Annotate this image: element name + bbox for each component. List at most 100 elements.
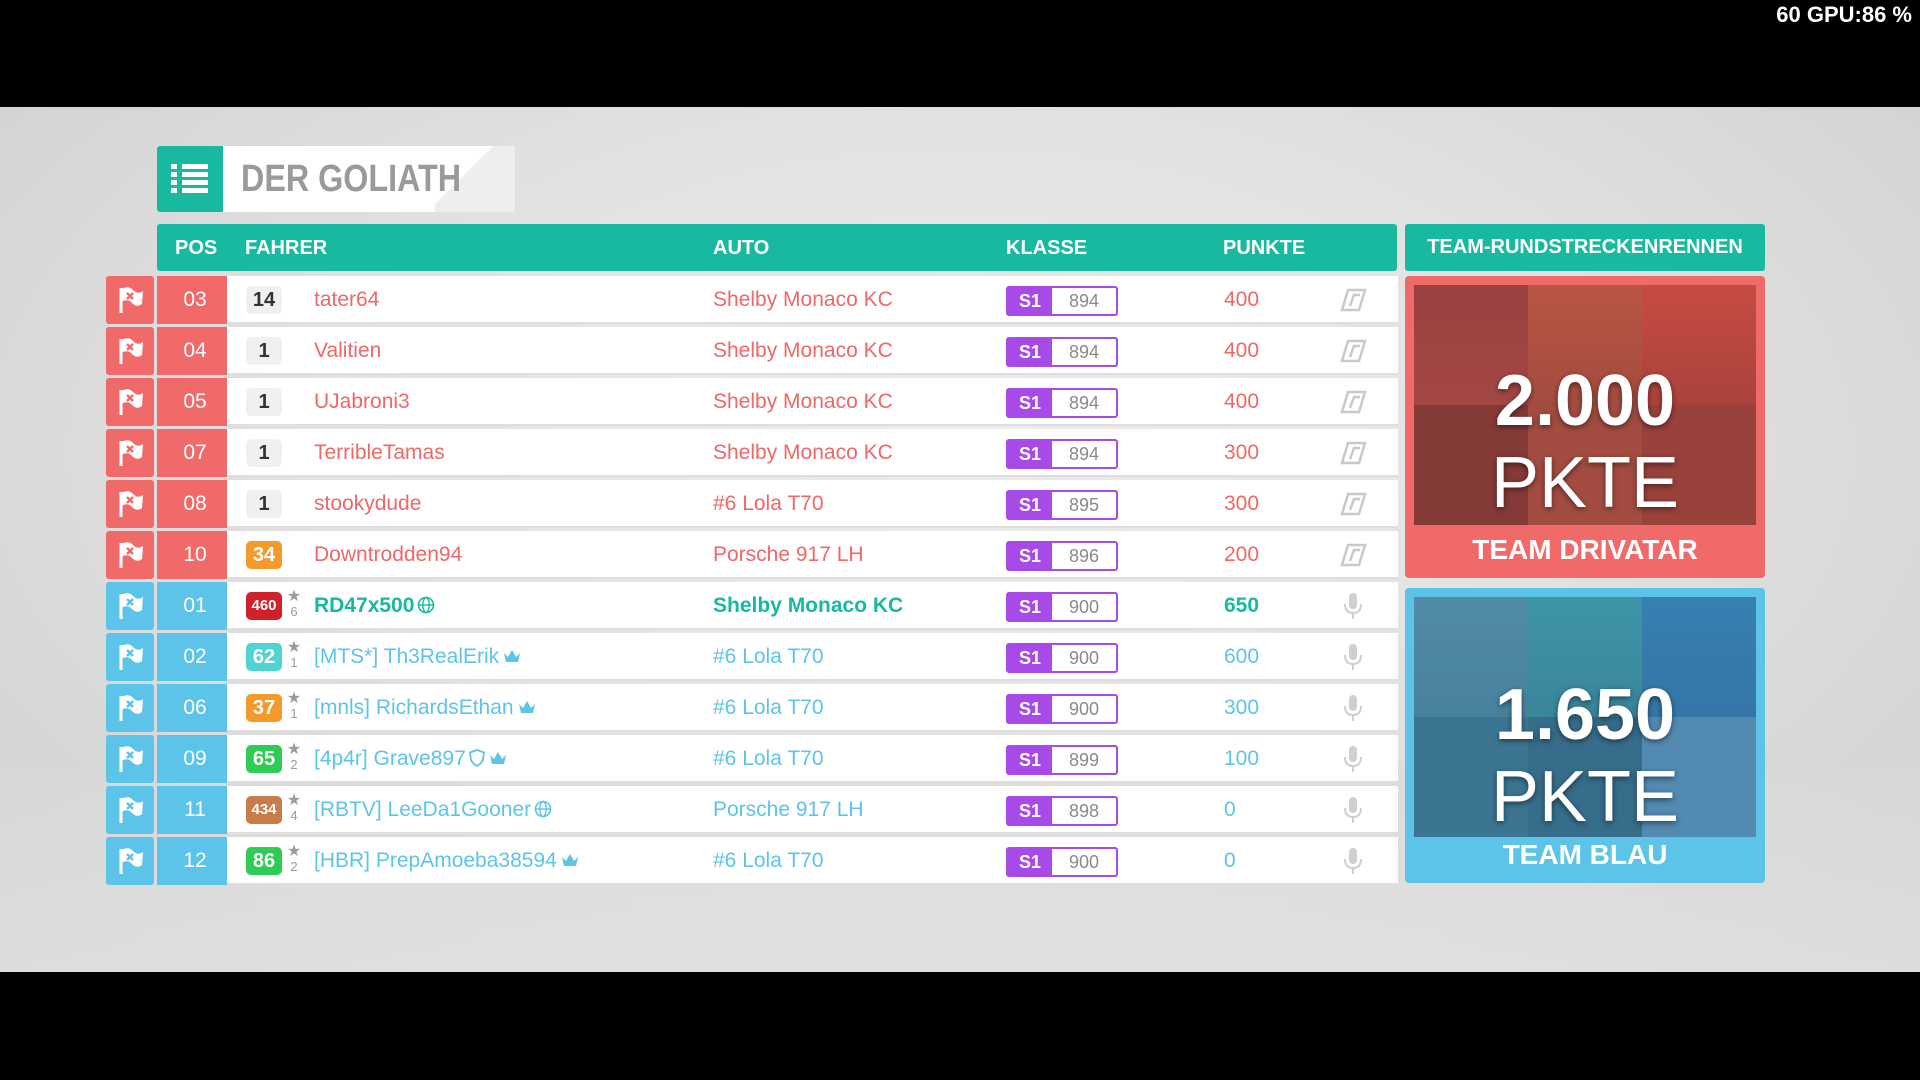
table-row[interactable]: 07 1 TerribleTamas Shelby Monaco KC S1 894 300 (106, 429, 1398, 477)
table-row[interactable]: 08 1 stookydude #6 Lola T70 S1 895 300 (106, 480, 1398, 528)
table-row[interactable]: 05 1 UJabroni3 Shelby Monaco KC S1 894 400 (106, 378, 1398, 426)
driver-name-text: TerribleTamas (314, 441, 445, 464)
driver-name[interactable]: [mnls] RichardsEthan (314, 696, 536, 720)
globe-icon (534, 800, 552, 818)
driver-name[interactable]: TerribleTamas (314, 441, 445, 465)
mic-icon[interactable] (1338, 796, 1368, 824)
driver-name-text: [HBR] PrepAmoeba38594 (314, 849, 557, 872)
table-row[interactable]: 01 460 ★ 6 RD47x500 Shelby Monaco KC S1 900 650 (106, 582, 1398, 630)
table-row[interactable]: 10 34 Downtrodden94 Porsche 917 LH S1 896 200 (106, 531, 1398, 579)
row-body (227, 480, 1398, 528)
driver-name-text: [4p4r] Grave897 (314, 747, 466, 770)
driver-name[interactable]: tater64 (314, 288, 379, 312)
table-row[interactable]: 03 14 tater64 Shelby Monaco KC S1 894 400 (106, 276, 1398, 324)
position-cell: 11 (157, 786, 233, 834)
position-cell: 12 (157, 837, 233, 885)
row-body (227, 327, 1398, 375)
team-drivatar-name: TEAM DRIVATAR (1472, 534, 1698, 565)
class-letter: S1 (1008, 492, 1052, 518)
class-rating: 899 (1068, 750, 1100, 770)
class-badge: S1 899 (1006, 745, 1118, 775)
class-rating: 900 (1068, 699, 1100, 719)
points-value: 0 (1224, 849, 1236, 872)
star-icon: ★ 1 (286, 639, 302, 671)
points-value: 100 (1224, 747, 1260, 770)
class-rating: 900 (1068, 852, 1100, 872)
driver-name[interactable]: [MTS*] Th3RealErik (314, 645, 521, 669)
star-icon: ★ 2 (286, 843, 302, 875)
table-row[interactable]: 04 1 Valitien Shelby Monaco KC S1 894 400 (106, 327, 1398, 375)
team-flag-icon (106, 327, 154, 375)
position-cell: 10 (157, 531, 233, 579)
car-name: #6 Lola T70 (713, 492, 824, 515)
team-blau-card: 1.650 PKTE TEAM BLAU (1405, 588, 1765, 883)
mic-icon[interactable] (1338, 745, 1368, 773)
driver-name[interactable]: [HBR] PrepAmoeba38594 (314, 849, 579, 873)
mic-icon[interactable] (1338, 592, 1368, 620)
driver-name-text: [mnls] RichardsEthan (314, 696, 514, 719)
mic-icon[interactable] (1338, 643, 1368, 671)
car-name: #6 Lola T70 (713, 849, 824, 872)
car-name: Porsche 917 LH (713, 798, 864, 821)
col-driver: FAHRER (245, 237, 328, 259)
driver-name-text: [MTS*] Th3RealErik (314, 645, 500, 668)
class-badge: S1 898 (1006, 796, 1118, 826)
driver-name[interactable]: [RBTV] LeeDa1Gooner (314, 798, 552, 822)
row-body (227, 582, 1398, 630)
class-badge: S1 894 (1006, 286, 1118, 316)
class-badge: S1 894 (1006, 388, 1118, 418)
letterbox-bottom (0, 972, 1920, 1080)
points-value: 400 (1224, 339, 1260, 362)
level-badge: 1 (246, 337, 282, 365)
car-name: Shelby Monaco KC (713, 441, 893, 464)
class-rating: 895 (1068, 495, 1100, 515)
class-badge: S1 900 (1006, 592, 1118, 622)
table-row[interactable]: 11 434 ★ 4 [RBTV] LeeDa1Gooner Porsche 917 LH… (106, 786, 1398, 834)
title-slash-decoration (435, 146, 515, 212)
table-row[interactable]: 12 86 ★ 2 [HBR] PrepAmoeba38594 #6 Lola T70 S1… (106, 837, 1398, 885)
star-icon: ★ 2 (286, 741, 302, 773)
car-name: Shelby Monaco KC (713, 339, 893, 362)
star-icon: ★ 1 (286, 690, 302, 722)
driver-name[interactable]: Valitien (314, 339, 381, 363)
team-flag-icon (106, 786, 154, 834)
class-rating: 894 (1068, 393, 1100, 413)
class-letter: S1 (1008, 849, 1052, 875)
level-badge: 62 (246, 643, 282, 671)
driver-name-text: RD47x500 (314, 594, 415, 617)
star-count: 2 (290, 859, 298, 874)
letterbox-top (0, 0, 1920, 107)
level-badge: 1 (246, 490, 282, 518)
position-cell: 06 (157, 684, 233, 732)
driver-name-text: Downtrodden94 (314, 543, 463, 566)
class-letter: S1 (1008, 798, 1052, 824)
table-row[interactable]: 02 62 ★ 1 [MTS*] Th3RealErik #6 Lola T70 S1 900… (106, 633, 1398, 681)
driver-name[interactable]: RD47x500 (314, 594, 435, 618)
position-cell: 01 (157, 582, 233, 630)
class-rating: 894 (1068, 291, 1100, 311)
car-name: #6 Lola T70 (713, 747, 824, 770)
team-drivatar-score: 2.000 PKTE (1490, 361, 1680, 523)
position-cell: 02 (157, 633, 233, 681)
class-letter: S1 (1008, 288, 1052, 314)
star-count: 2 (290, 757, 298, 772)
table-row[interactable]: 09 65 ★ 2 [4p4r] Grave897 #6 Lola T70 S1 899 100 (106, 735, 1398, 783)
col-class: KLASSE (1006, 237, 1088, 259)
ai-icon (1338, 388, 1368, 416)
points-value: 600 (1224, 645, 1260, 668)
car-name: #6 Lola T70 (713, 696, 824, 719)
star-icon: ★ 6 (286, 588, 302, 620)
mic-icon[interactable] (1338, 694, 1368, 722)
driver-name[interactable]: UJabroni3 (314, 390, 410, 414)
position-cell: 03 (157, 276, 233, 324)
driver-name[interactable]: Downtrodden94 (314, 543, 462, 567)
driver-name-text: Valitien (314, 339, 382, 362)
driver-name[interactable]: stookydude (314, 492, 421, 516)
driver-name[interactable]: [4p4r] Grave897 (314, 747, 507, 771)
mic-icon[interactable] (1338, 847, 1368, 875)
class-badge: S1 894 (1006, 337, 1118, 367)
star-count: 1 (290, 706, 298, 721)
table-row[interactable]: 06 37 ★ 1 [mnls] RichardsEthan #6 Lola T70 S1 9… (106, 684, 1398, 732)
table-header: POS FAHRER AUTO KLASSE PUNKTE (157, 224, 1397, 271)
event-title: DER GOLIATH (241, 158, 462, 200)
